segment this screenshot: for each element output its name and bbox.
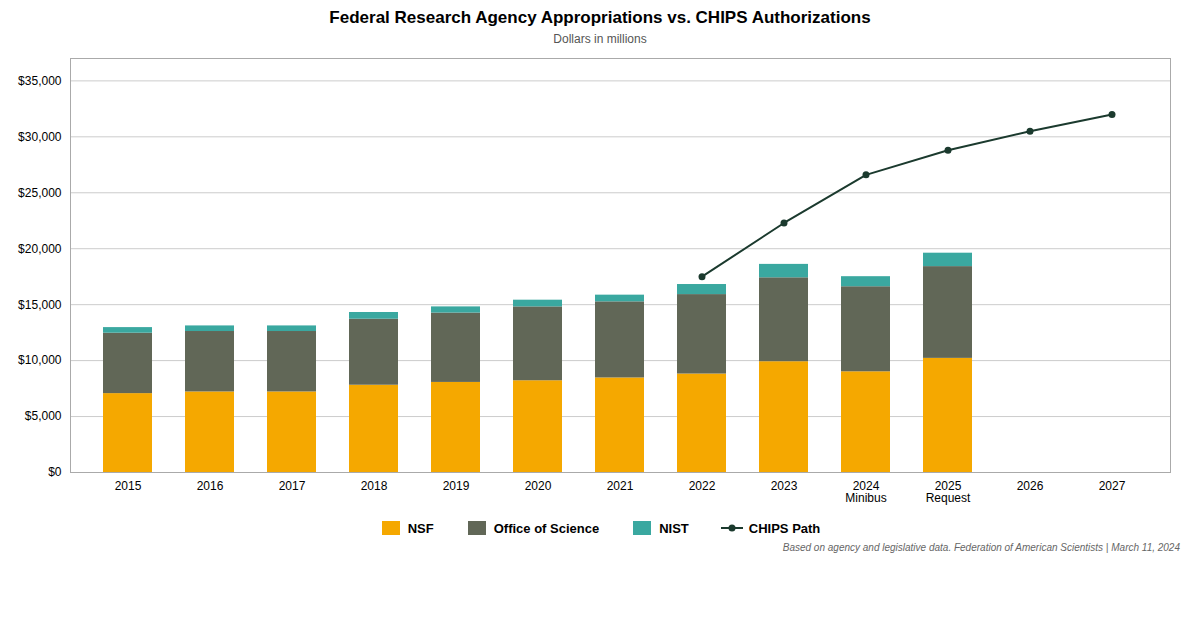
svg-text:2025Request: 2025Request — [926, 479, 971, 505]
html-text:NSF: NSF — [407, 520, 434, 536]
svg-text:2027: 2027 — [1099, 479, 1126, 493]
svg-text:2017: 2017 — [279, 479, 306, 493]
svg-text:2019: 2019 — [443, 479, 470, 493]
svg-text:2026: 2026 — [1017, 479, 1044, 493]
html-text:Based on agency and legislativ: Based on agency and legislative data. Fe… — [782, 542, 1180, 553]
html-text:NIST: NIST — [659, 520, 689, 536]
html-text:CHIPS Path: CHIPS Path — [748, 520, 821, 536]
svg-text:$25,000: $25,000 — [18, 186, 62, 200]
svg-text:2021: 2021 — [607, 479, 634, 493]
svg-text:$30,000: $30,000 — [18, 130, 62, 144]
svg-text:2023: 2023 — [771, 479, 798, 493]
svg-text:2018: 2018 — [361, 479, 388, 493]
svg-text:$0: $0 — [48, 465, 62, 479]
svg-text:$10,000: $10,000 — [18, 353, 62, 367]
html-text:Dollars in millions: Dollars in millions — [553, 32, 647, 46]
svg-text:2020: 2020 — [525, 479, 552, 493]
svg-text:$5,000: $5,000 — [25, 409, 62, 423]
html-text:Federal Research Agency Approp: Federal Research Agency Appropriations v… — [329, 8, 871, 27]
html-text:Office of Science: Office of Science — [493, 520, 600, 536]
svg-text:2022: 2022 — [689, 479, 716, 493]
svg-text:$15,000: $15,000 — [18, 298, 62, 312]
svg-text:$35,000: $35,000 — [18, 74, 62, 88]
svg-text:2016: 2016 — [197, 479, 224, 493]
svg-text:2015: 2015 — [115, 479, 142, 493]
svg-text:2024Minibus: 2024Minibus — [845, 479, 886, 505]
svg-text:$20,000: $20,000 — [18, 242, 62, 256]
